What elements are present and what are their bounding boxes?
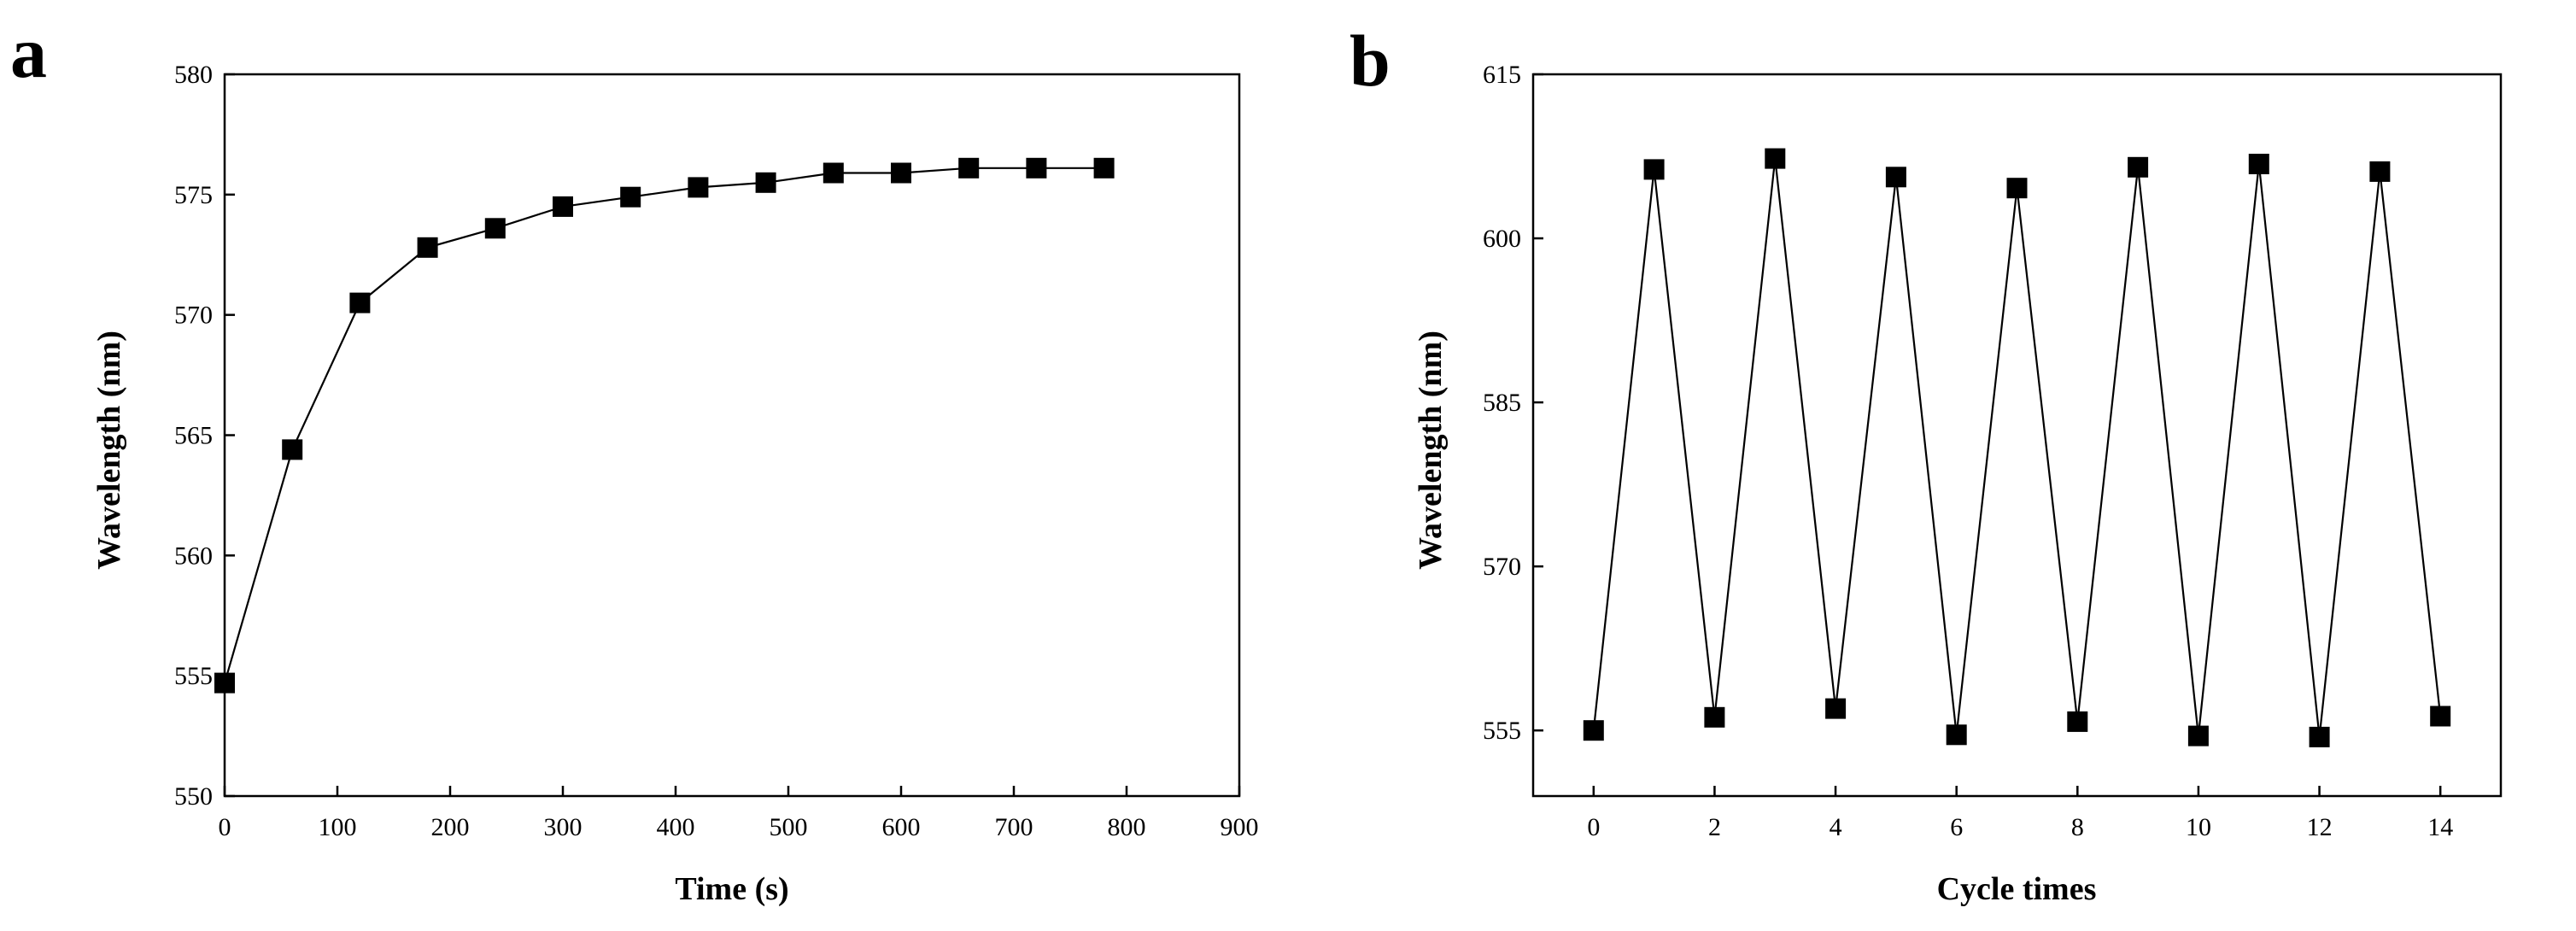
panel-a-x-tick-label: 0 [219, 813, 231, 841]
panel-b-data-point-12 [2309, 726, 2330, 747]
panel-a-series [214, 157, 1115, 694]
panel-b-y-tick-label: 570 [1483, 553, 1521, 581]
panel-b-data-point-13 [2369, 161, 2391, 182]
panel-a-y-tick-label: 550 [174, 782, 213, 811]
panel-b-data-point-0 [1583, 720, 1604, 741]
panel-b-data-point-3 [1765, 148, 1786, 169]
panel-a-data-point-12 [1026, 157, 1047, 179]
panel-b-x-tick-label: 2 [1708, 813, 1721, 841]
panel-a-series-line [223, 167, 1104, 683]
panel-a-x-tick-label: 800 [1108, 813, 1146, 841]
panel-a-data-point-9 [823, 162, 844, 184]
panel-b-x-tick-label: 8 [2071, 813, 2084, 841]
panel-a: a Time (s) Wavelength (nm) 0 100 200 300 400… [10, 11, 1259, 907]
panel-a-data-point-2 [349, 292, 371, 313]
panel-a-data-point-8 [755, 172, 776, 193]
panel-a-data-point-5 [553, 196, 573, 217]
panel-b-data-point-8 [2067, 711, 2088, 732]
panel-a-x-tick-label: 900 [1221, 813, 1259, 841]
panel-a-data-point-3 [417, 237, 438, 258]
panel-b-y-tick-label: 585 [1483, 389, 1521, 417]
panel-a-data-point-11 [958, 157, 980, 179]
panel-a-axes: 0 100 200 300 400 500 600 700 800 900 550 555 560 565… [174, 61, 1259, 841]
panel-a-y-tick-label: 565 [174, 422, 213, 450]
panel-b-data-point-4 [1825, 698, 1847, 719]
panel-a-x-tick-label: 100 [319, 813, 357, 841]
panel-a-data-point-4 [484, 218, 506, 239]
panel-b-data-point-14 [2430, 706, 2451, 727]
panel-b-series [1583, 148, 2451, 747]
panel-a-data-point-6 [620, 186, 641, 208]
panel-a-x-axis-title: Time (s) [675, 871, 788, 907]
panel-b-data-point-2 [1704, 706, 1725, 728]
panel-label-a: a [10, 11, 47, 93]
panel-b-x-tick-label: 4 [1830, 813, 1842, 841]
panel-a-y-tick-label: 575 [174, 181, 213, 209]
panel-a-x-tick-label: 200 [431, 813, 470, 841]
panel-b-data-point-5 [1885, 167, 1906, 188]
panel-a-plot-frame [223, 73, 1241, 798]
panel-a-data-point-10 [891, 162, 911, 184]
panel-b-data-point-11 [2248, 154, 2269, 174]
panel-b-y-axis-title: Wavelength (nm) [1413, 331, 1449, 570]
panel-a-y-axis-title: Wavelength (nm) [91, 331, 127, 570]
panel-b-data-point-7 [2006, 178, 2028, 199]
panel-a-y-tick-label: 560 [174, 542, 213, 570]
panel-a-x-tick-label: 600 [882, 813, 921, 841]
panel-b-data-point-6 [1946, 724, 1967, 746]
panel-b-data-point-9 [2128, 156, 2149, 178]
panel-b-x-tick-label: 10 [2186, 813, 2211, 841]
panel-a-y-tick-label: 570 [174, 302, 213, 330]
panel-a-data-point-0 [214, 672, 235, 694]
panel-b-y-tick-label: 615 [1483, 61, 1521, 89]
panel-label-b: b [1349, 20, 1390, 102]
panel-b: b Cycle times Wavelength (nm) 0 2 4 6 8 10 12 1… [1349, 20, 2503, 907]
panel-a-x-tick-label: 400 [657, 813, 695, 841]
panel-a-y-tick-label: 555 [174, 662, 213, 690]
panel-a-data-point-13 [1093, 157, 1115, 179]
panel-b-x-tick-label: 14 [2427, 813, 2453, 841]
panel-a-data-point-1 [282, 439, 303, 460]
panel-b-axes: 0 2 4 6 8 10 12 14 555 570 585 600 615 [1483, 61, 2503, 841]
panel-b-x-tick-label: 0 [1587, 813, 1600, 841]
panel-a-y-tick-label: 580 [174, 61, 213, 89]
panel-a-data-point-7 [688, 177, 709, 198]
panel-a-x-tick-label: 700 [995, 813, 1033, 841]
panel-b-data-point-10 [2187, 725, 2209, 747]
panel-b-plot-frame [1531, 73, 2503, 798]
panel-b-data-point-1 [1643, 159, 1665, 180]
panel-b-y-tick-label: 600 [1483, 225, 1521, 253]
panel-a-x-tick-label: 500 [770, 813, 808, 841]
panel-b-x-axis-title: Cycle times [1937, 871, 2097, 907]
panel-b-series-line [1592, 158, 2442, 738]
panel-b-x-tick-label: 6 [1950, 813, 1963, 841]
panel-b-y-tick-label: 555 [1483, 717, 1521, 745]
panel-a-x-tick-label: 300 [544, 813, 583, 841]
panel-b-x-tick-label: 12 [2307, 813, 2333, 841]
